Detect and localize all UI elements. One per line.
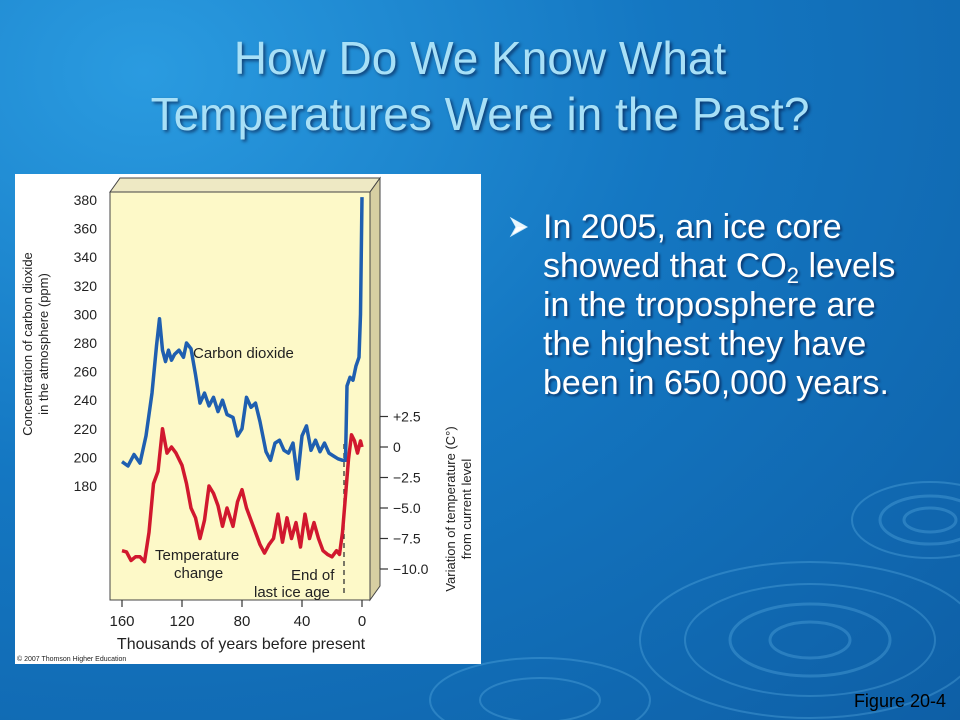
ice-annotation-1: End of [291,567,335,584]
x-tick-label: 80 [234,613,251,630]
x-tick-label: 120 [169,613,194,630]
panel-top-face [109,177,381,193]
bullet-arrow-icon [509,216,529,238]
bullet-text-part-1: In 2005, an ice core showed that CO [543,208,842,285]
ice-annotation-2: last ice age [254,584,330,601]
slide-title: How Do We Know What Temperatures Were in… [0,30,960,142]
y-right-tick-label: +2.5 [393,409,421,425]
x-tick-label: 160 [109,613,134,630]
figure-reference: Figure 20-4 [853,691,946,711]
y-right-title-2: from current level [459,459,474,560]
bullet-subscript: 2 [786,263,800,288]
co2-annotation: Carbon dioxide [193,345,294,362]
y-right-tick-label: −10.0 [393,561,429,577]
y-left-tick-label: 320 [74,278,98,294]
y-left-tick-label: 180 [74,478,98,494]
y-left-tick-label: 340 [74,249,98,265]
y-right-tick-label: −7.5 [393,531,421,547]
y-right-tick-label: −5.0 [393,500,421,516]
x-axis-title: Thousands of years before present [117,636,366,653]
title-line-2: Temperatures Were in the Past? [150,88,810,140]
y-left-tick-label: 200 [74,449,98,465]
bullet-text-part-2: levels in the troposphere are the highes… [543,247,896,402]
co2-series-line [120,197,364,481]
y-left-tick-label: 240 [74,392,98,408]
y-left-tick-label: 300 [74,306,98,322]
x-tick-label: 40 [294,613,311,630]
y-left-tick-label: 280 [74,335,98,351]
y-left-tick-label: 360 [74,221,98,237]
y-left-tick-label: 380 [74,192,98,208]
copyright-note: © 2007 Thomson Higher Education [17,655,126,663]
y-right-tick-label: −2.5 [393,470,421,486]
y-left-title-1: Concentration of carbon dioxide [20,252,35,436]
y-right-tick-label: 0 [393,439,401,455]
temperature-series-line [121,426,364,564]
panel-side-face [369,176,381,602]
y-right-title-1: Variation of temperature (C°) [443,426,458,591]
title-line-1: How Do We Know What [233,32,727,84]
y-left-title-2: in the atmosphere (ppm) [36,273,51,415]
x-tick-label: 0 [358,613,366,630]
temp-annotation-2: change [174,565,223,582]
temp-annotation-1: Temperature [155,547,239,564]
ice-core-figure: 180 200 220 240 260 280 300 320 340 360 380 +2.5 0 −… [15,174,481,664]
bullet-text: In 2005, an ice core showed that CO2 lev… [543,208,928,403]
y-left-tick-label: 260 [74,364,98,380]
bullet-point: In 2005, an ice core showed that CO2 lev… [508,208,928,403]
y-left-tick-label: 220 [74,421,98,437]
co2-temperature-chart: 180 200 220 240 260 280 300 320 340 360 380 +2.5 0 −… [17,176,474,663]
